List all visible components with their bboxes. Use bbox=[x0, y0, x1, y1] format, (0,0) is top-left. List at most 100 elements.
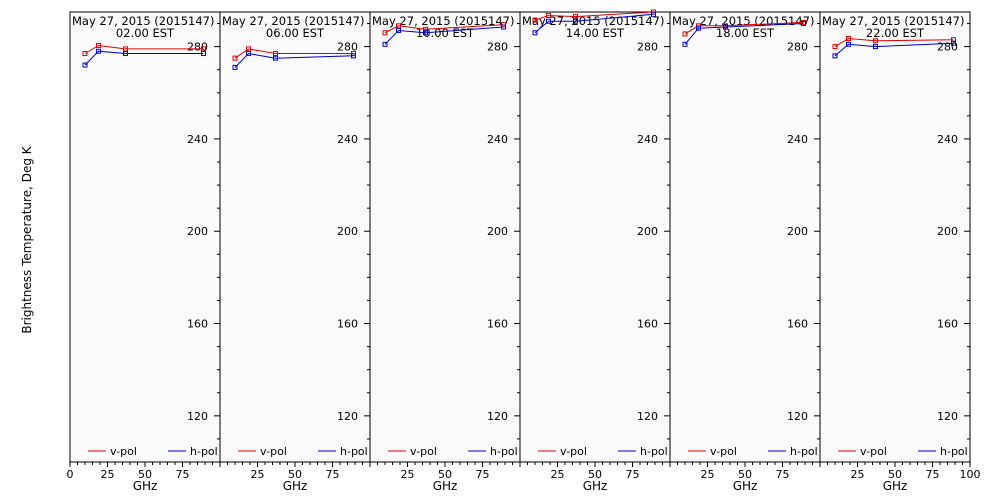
y-tick-label: 200 bbox=[187, 225, 208, 238]
data-point-v-pol bbox=[246, 46, 251, 52]
panel-time-label: 02.00 EST bbox=[116, 26, 175, 40]
data-point-h-pol bbox=[382, 41, 388, 47]
data-point-h-pol bbox=[573, 18, 578, 24]
data-point-h-pol bbox=[873, 44, 878, 50]
x-tick-label: 75 bbox=[776, 468, 790, 481]
panel-date-label: May 27, 2015 (2015147) bbox=[222, 14, 365, 28]
series-line-v-pol bbox=[84, 44, 204, 54]
x-axis-label: GHz bbox=[733, 479, 758, 493]
legend-label-v-pol: v-pol bbox=[860, 445, 887, 458]
data-point-v-pol bbox=[873, 38, 878, 44]
x-tick-label: 50 bbox=[288, 468, 302, 481]
x-tick-label: 75 bbox=[626, 468, 640, 481]
x-tick-label: 50 bbox=[138, 468, 152, 481]
y-tick-label: 200 bbox=[337, 225, 358, 238]
x-axis-label: GHz bbox=[433, 479, 458, 493]
x-tick-label: 25 bbox=[701, 468, 715, 481]
y-tick-label: 280 bbox=[337, 41, 358, 54]
series-line-h-pol bbox=[834, 42, 954, 57]
x-tick-label: 100 bbox=[960, 468, 981, 481]
data-point-v-pol bbox=[846, 36, 851, 42]
legend-label-h-pol: h-pol bbox=[640, 445, 668, 458]
series-line-h-pol bbox=[234, 52, 354, 68]
panel-time-label: 10.00 EST bbox=[416, 26, 475, 40]
panel-3: 120 160 200 240 280 25 50 75 GHz May 27, 2015 (20… bbox=[369, 11, 521, 493]
x-tick-label: 50 bbox=[888, 468, 902, 481]
data-point-h-pol bbox=[201, 51, 206, 57]
data-point-h-pol bbox=[846, 41, 851, 47]
legend-label-h-pol: h-pol bbox=[940, 445, 968, 458]
panel-6: 120 160 200 240 280 25 50 75 100 GHz May 27, 2015 … bbox=[819, 11, 981, 493]
data-point-v-pol bbox=[423, 26, 428, 32]
data-point-v-pol bbox=[96, 42, 101, 48]
y-tick-label: 120 bbox=[787, 410, 808, 423]
y-tick-label: 240 bbox=[937, 133, 958, 146]
series-line-h-pol bbox=[534, 13, 654, 34]
legend-label-v-pol: v-pol bbox=[260, 445, 287, 458]
data-point-h-pol bbox=[82, 62, 88, 68]
panel-date-label: May 27, 2015 (2015147) bbox=[522, 14, 665, 28]
plot-frame bbox=[669, 11, 821, 463]
y-tick-label: 280 bbox=[637, 41, 658, 54]
data-point-h-pol bbox=[651, 11, 656, 17]
panel-time-label: 22.00 EST bbox=[866, 26, 925, 40]
x-tick-label: 25 bbox=[251, 468, 265, 481]
data-point-v-pol bbox=[532, 17, 538, 23]
y-tick-label: 200 bbox=[937, 225, 958, 238]
data-point-v-pol bbox=[232, 55, 238, 61]
data-point-h-pol bbox=[546, 18, 551, 24]
y-tick-label: 160 bbox=[487, 318, 508, 331]
data-point-h-pol bbox=[423, 30, 428, 36]
data-point-h-pol bbox=[696, 25, 701, 31]
y-tick-label: 240 bbox=[337, 133, 358, 146]
panel-1: 120 160 200 240 280 0 25 50 75 GHz May 27, 2015 (2… bbox=[67, 11, 221, 493]
x-tick-label: 0 bbox=[67, 468, 74, 481]
plot-frame bbox=[219, 11, 371, 463]
data-point-h-pol bbox=[501, 24, 506, 30]
data-point-h-pol bbox=[951, 40, 956, 46]
y-tick-label: 280 bbox=[187, 41, 208, 54]
legend-label-h-pol: h-pol bbox=[340, 445, 368, 458]
y-tick-label: 200 bbox=[787, 225, 808, 238]
panel-time-label: 18.00 EST bbox=[716, 26, 775, 40]
y-tick-label: 120 bbox=[337, 410, 358, 423]
x-tick-label: 50 bbox=[738, 468, 752, 481]
data-point-h-pol bbox=[123, 51, 128, 57]
y-tick-label: 200 bbox=[487, 225, 508, 238]
data-point-h-pol bbox=[723, 24, 728, 30]
y-tick-label: 240 bbox=[187, 133, 208, 146]
panel-4: 120 160 200 240 280 25 50 75 GHz May 27, 2015 (20… bbox=[519, 9, 671, 493]
plot-frame bbox=[519, 11, 671, 463]
legend-label-h-pol: h-pol bbox=[190, 445, 218, 458]
panels-group: 120 160 200 240 280 0 25 50 75 GHz May 27, 2015 (2… bbox=[67, 9, 981, 493]
data-point-h-pol bbox=[832, 53, 838, 59]
y-tick-label: 160 bbox=[187, 318, 208, 331]
series-line-v-pol bbox=[834, 37, 954, 48]
data-point-h-pol bbox=[396, 27, 401, 33]
data-point-v-pol bbox=[546, 12, 551, 18]
legend-label-v-pol: v-pol bbox=[560, 445, 587, 458]
data-point-v-pol bbox=[273, 51, 278, 57]
data-point-v-pol bbox=[951, 37, 956, 43]
series-line-h-pol bbox=[684, 23, 804, 45]
data-point-h-pol bbox=[232, 64, 238, 70]
x-tick-label: 50 bbox=[438, 468, 452, 481]
plot-frame bbox=[369, 11, 521, 463]
data-point-v-pol bbox=[832, 44, 838, 50]
y-axis-label: Brightness Temperature, Deg K bbox=[20, 145, 34, 333]
panel-time-label: 06.00 EST bbox=[266, 26, 325, 40]
panel-date-label: May 27, 2015 (2015147) bbox=[372, 14, 515, 28]
data-point-v-pol bbox=[123, 46, 128, 52]
y-tick-label: 280 bbox=[487, 41, 508, 54]
legend-label-v-pol: v-pol bbox=[410, 445, 437, 458]
panel-time-label: 14.00 EST bbox=[566, 26, 625, 40]
data-point-v-pol bbox=[201, 46, 206, 52]
x-tick-label: 75 bbox=[926, 468, 940, 481]
x-tick-label: 25 bbox=[101, 468, 115, 481]
y-tick-label: 160 bbox=[637, 318, 658, 331]
y-tick-label: 160 bbox=[787, 318, 808, 331]
data-point-h-pol bbox=[532, 30, 538, 36]
data-point-h-pol bbox=[351, 53, 356, 59]
